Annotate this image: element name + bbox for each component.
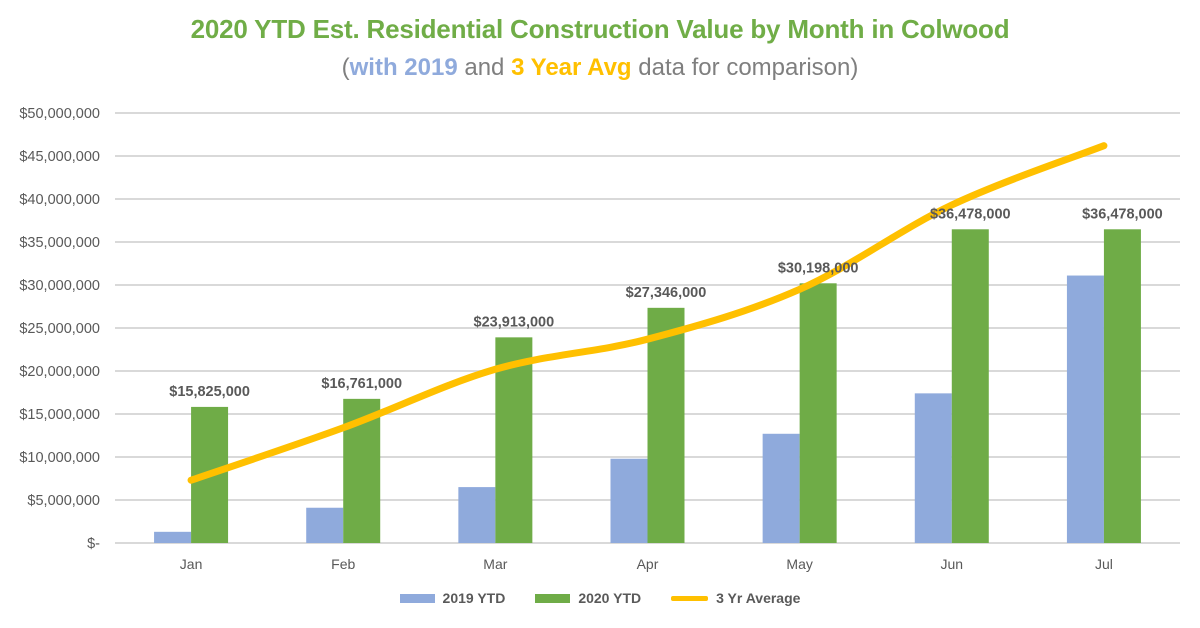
bar-2020-mar — [495, 337, 533, 543]
x-axis-label-jul: Jul — [1095, 556, 1113, 572]
data-label-jul: $36,478,000 — [1082, 206, 1163, 222]
y-axis-label: $35,000,000 — [19, 235, 100, 251]
bar-2019-jul — [1066, 275, 1104, 543]
chart-legend: 2019 YTD 2020 YTD 3 Yr Average — [0, 590, 1200, 606]
data-label-mar: $23,913,000 — [474, 314, 555, 330]
data-label-jan: $15,825,000 — [169, 384, 250, 400]
y-axis-label: $25,000,000 — [19, 321, 100, 337]
bar-2020-jul — [1103, 229, 1141, 544]
legend-item-3yr-average: 3 Yr Average — [671, 590, 800, 606]
x-axis-label-feb: Feb — [331, 556, 355, 572]
legend-label-3yr-average: 3 Yr Average — [716, 590, 801, 606]
y-axis-label: $10,000,000 — [19, 450, 100, 466]
bar-2019-jun — [914, 393, 952, 543]
legend-item-2020-ytd: 2020 YTD — [535, 590, 641, 606]
legend-label-2019-ytd: 2019 YTD — [442, 590, 506, 606]
x-axis-label-mar: Mar — [483, 556, 507, 572]
subtitle-seg-3: 3 Year Avg — [511, 54, 632, 81]
bar-2020-jun — [951, 229, 989, 544]
data-label-may: $30,198,000 — [778, 260, 859, 276]
subtitle-seg-2: and — [457, 54, 512, 81]
subtitle-seg-4: data for comparison) — [631, 54, 859, 81]
subtitle-seg-1: with 2019 — [349, 54, 458, 81]
x-axis-label-jun: Jun — [940, 556, 963, 572]
y-axis-label: $30,000,000 — [19, 278, 100, 294]
y-axis-label: $5,000,000 — [27, 493, 100, 509]
bar-2019-mar — [458, 487, 496, 543]
y-axis-label: $45,000,000 — [19, 149, 100, 165]
y-axis-label: $20,000,000 — [19, 364, 100, 380]
bar-2019-feb — [306, 507, 344, 543]
y-axis-label: $50,000,000 — [19, 106, 100, 122]
legend-item-2019-ytd: 2019 YTD — [399, 590, 506, 606]
data-label-feb: $16,761,000 — [321, 376, 402, 392]
legend-swatch-3yr-average — [671, 595, 709, 601]
subtitle-seg-0: ( — [341, 54, 350, 81]
legend-swatch-2019-ytd — [399, 593, 435, 603]
y-axis-label: $15,000,000 — [19, 407, 100, 423]
bar-2020-apr — [647, 307, 685, 543]
x-axis-label-jan: Jan — [180, 556, 203, 572]
three-yr-average-line — [187, 142, 1108, 484]
chart-title: 2020 YTD Est. Residential Construction V… — [190, 14, 1010, 44]
legend-label-2020-ytd: 2020 YTD — [578, 590, 642, 606]
bar-2019-jan — [154, 531, 192, 543]
x-axis-label-apr: Apr — [637, 556, 659, 572]
legend-swatch-2020-ytd — [535, 593, 571, 603]
chart-subtitle: (with 2019 and 3 Year Avg data for compa… — [0, 54, 1200, 82]
bar-2020-may — [799, 283, 837, 543]
bar-2019-apr — [610, 458, 648, 543]
data-label-jun: $36,478,000 — [930, 206, 1011, 222]
y-axis-label: $- — [87, 536, 100, 552]
y-axis-label: $40,000,000 — [19, 192, 100, 208]
bar-2019-may — [762, 433, 800, 543]
data-label-apr: $27,346,000 — [626, 285, 707, 301]
x-axis-label-may: May — [786, 556, 812, 572]
